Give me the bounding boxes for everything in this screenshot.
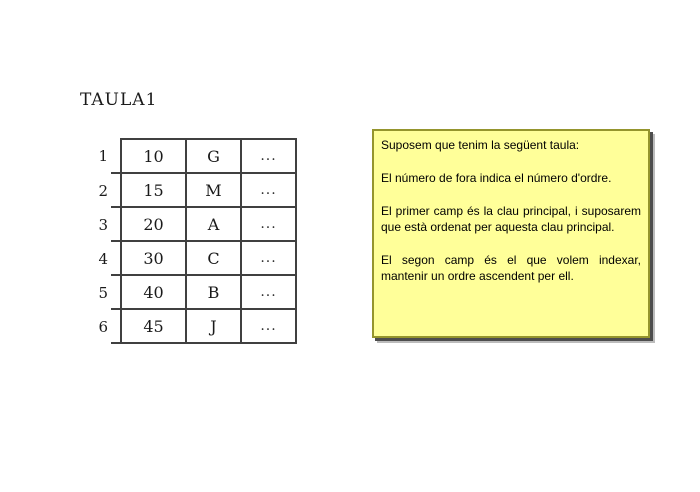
cell-value: C bbox=[187, 242, 242, 276]
cell-ellipsis: ... bbox=[242, 310, 297, 344]
note-paragraph: El número de fora indica el número d'ord… bbox=[381, 171, 612, 185]
cell-key: 20 bbox=[120, 208, 187, 242]
row-index-label: 1 bbox=[98, 147, 108, 165]
row-separator-tick bbox=[111, 174, 120, 208]
table-row: 4 30 C ... bbox=[89, 242, 297, 276]
row-index-label: 3 bbox=[98, 216, 108, 234]
cell-key: 40 bbox=[120, 276, 187, 310]
row-separator-tick bbox=[111, 310, 120, 344]
note-box: Suposem que tenim la següent taula: El n… bbox=[372, 129, 650, 338]
taula1-table: 1 10 G ... 2 15 M ... 3 20 A ... 4 30 C … bbox=[89, 138, 297, 344]
row-index-label: 4 bbox=[98, 250, 108, 268]
cell-ellipsis: ... bbox=[242, 208, 297, 242]
table-row: 2 15 M ... bbox=[89, 174, 297, 208]
cell-key: 10 bbox=[120, 138, 187, 174]
row-index-label: 5 bbox=[98, 284, 108, 302]
note-paragraph: El primer camp és la clau principal, i s… bbox=[381, 204, 641, 234]
cell-value: G bbox=[187, 138, 242, 174]
cell-value: M bbox=[187, 174, 242, 208]
row-separator-tick bbox=[111, 208, 120, 242]
cell-key: 30 bbox=[120, 242, 187, 276]
cell-ellipsis: ... bbox=[242, 174, 297, 208]
cell-value: J bbox=[187, 310, 242, 344]
row-index-label: 2 bbox=[98, 182, 108, 200]
cell-value: A bbox=[187, 208, 242, 242]
row-index-label: 6 bbox=[98, 318, 108, 336]
note-paragraph: El segon camp és el que volem indexar, m… bbox=[381, 253, 641, 283]
page-title: TAULA1 bbox=[80, 90, 158, 110]
row-separator-tick bbox=[111, 138, 120, 174]
cell-value: B bbox=[187, 276, 242, 310]
cell-ellipsis: ... bbox=[242, 138, 297, 174]
table-row: 1 10 G ... bbox=[89, 138, 297, 174]
note-paragraph: Suposem que tenim la següent taula: bbox=[381, 138, 580, 152]
table-row: 6 45 J ... bbox=[89, 310, 297, 344]
table-row: 3 20 A ... bbox=[89, 208, 297, 242]
cell-ellipsis: ... bbox=[242, 276, 297, 310]
cell-key: 45 bbox=[120, 310, 187, 344]
row-separator-tick bbox=[111, 276, 120, 310]
cell-key: 15 bbox=[120, 174, 187, 208]
row-separator-tick bbox=[111, 242, 120, 276]
cell-ellipsis: ... bbox=[242, 242, 297, 276]
table-row: 5 40 B ... bbox=[89, 276, 297, 310]
